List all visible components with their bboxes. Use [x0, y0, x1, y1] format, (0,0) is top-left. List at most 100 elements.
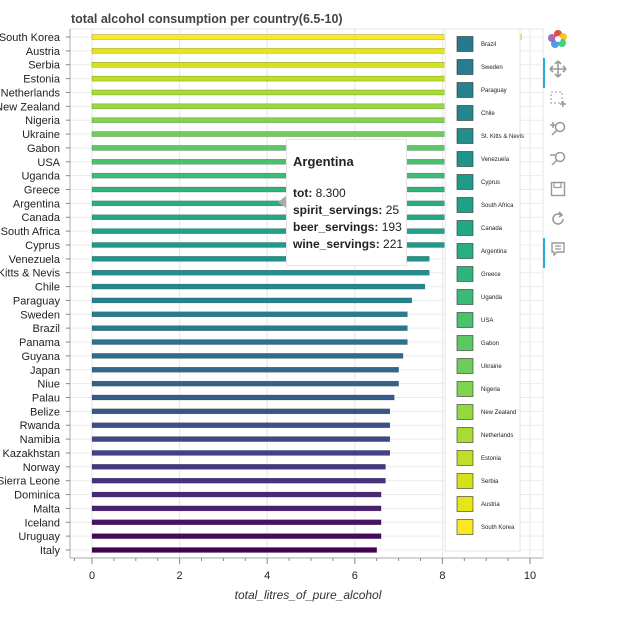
legend-label[interactable]: South Africa	[481, 203, 514, 209]
y-tick-label: Chile	[35, 282, 60, 294]
bar-brazil[interactable]	[91, 325, 408, 331]
legend-label[interactable]: New Zealand	[481, 410, 516, 416]
legend-swatch[interactable]	[456, 82, 474, 98]
legend-swatch[interactable]	[456, 174, 474, 190]
legend-swatch[interactable]	[456, 358, 474, 374]
legend-swatch[interactable]	[456, 312, 474, 328]
legend-label[interactable]: Estonia	[481, 456, 502, 462]
bar-nigeria[interactable]	[91, 117, 491, 123]
legend-label[interactable]: Ukraine	[481, 364, 502, 370]
y-tick-label: South Africa	[1, 226, 61, 238]
legend-label[interactable]: Paraguay	[481, 88, 507, 94]
bar-guyana[interactable]	[91, 353, 404, 359]
box-zoom-icon[interactable]	[543, 86, 573, 112]
legend-swatch[interactable]	[456, 335, 474, 351]
legend-swatch[interactable]	[456, 450, 474, 466]
legend-label[interactable]: Uganda	[481, 295, 503, 301]
bar-kazakhstan[interactable]	[91, 450, 391, 456]
x-axis: 0 2 4 6 8 10	[70, 557, 543, 582]
legend-swatch[interactable]	[456, 404, 474, 420]
legend-box	[444, 28, 521, 552]
bar-niue[interactable]	[91, 380, 399, 387]
bar-iceland[interactable]	[91, 519, 382, 525]
hover-icon[interactable]	[543, 236, 573, 268]
bar-netherlands[interactable]	[91, 89, 504, 96]
legend-label[interactable]: Venezuela	[481, 157, 510, 163]
tooltip-row-tot: tot: 8.300	[293, 185, 400, 202]
legend-swatch[interactable]	[456, 243, 474, 259]
y-tick-label: Dominica	[14, 490, 61, 502]
y-tick-label: Argentina	[13, 198, 61, 210]
y-tick-label: St. Kitts & Nevis	[0, 268, 60, 280]
bar-namibia[interactable]	[91, 436, 391, 442]
y-tick-label: Rwanda	[20, 420, 61, 432]
y-tick-label: Ukraine	[22, 129, 60, 141]
y-tick-label: Estonia	[23, 74, 61, 86]
legend-label[interactable]: South Korea	[481, 525, 515, 531]
y-axis: South Korea Austria Serbia EstoniaNetherlan…	[0, 29, 71, 558]
legend-label[interactable]: Brazil	[481, 42, 496, 48]
legend-swatch[interactable]	[456, 59, 474, 75]
x-tick-label: 6	[352, 570, 358, 582]
bar-japan[interactable]	[91, 367, 399, 373]
bar-paraguay[interactable]	[91, 297, 412, 304]
save-icon[interactable]	[543, 176, 573, 202]
y-tick-label: Paraguay	[13, 295, 61, 307]
bar-dominica[interactable]	[91, 491, 382, 498]
zoom-out-icon[interactable]	[543, 146, 573, 172]
legend-label[interactable]: Chile	[481, 111, 495, 117]
legend-label[interactable]: St. Kitts & Nevis	[481, 134, 524, 140]
bar-chile[interactable]	[91, 283, 426, 290]
legend-swatch[interactable]	[456, 289, 474, 305]
legend-label[interactable]: Canada	[481, 226, 503, 232]
zoom-in-icon[interactable]	[543, 116, 573, 142]
bar-usa[interactable]	[91, 159, 474, 165]
tooltip-arrow	[278, 196, 286, 208]
bar-italy[interactable]	[91, 547, 377, 553]
legend-label[interactable]: Cyprus	[481, 180, 500, 186]
bar-sierra-leone[interactable]	[91, 477, 386, 484]
bar-belize[interactable]	[91, 408, 391, 415]
bar-malta[interactable]	[91, 505, 382, 512]
legend-swatch[interactable]	[456, 151, 474, 167]
bar-panama[interactable]	[91, 339, 408, 345]
legend-label[interactable]: Nigeria	[481, 387, 501, 393]
legend-swatch[interactable]	[456, 473, 474, 489]
legend-swatch[interactable]	[456, 519, 474, 535]
reset-icon[interactable]	[543, 206, 573, 232]
bokeh-logo-icon[interactable]	[543, 26, 573, 52]
legend-label[interactable]: Gabon	[481, 341, 499, 347]
legend-swatch[interactable]	[456, 496, 474, 512]
legend-label[interactable]: Sweden	[481, 65, 503, 71]
legend-swatch[interactable]	[456, 427, 474, 443]
bar-new-zealand[interactable]	[91, 103, 500, 110]
legend-swatch[interactable]	[456, 197, 474, 213]
y-tick-label: USA	[37, 157, 60, 169]
legend-label[interactable]: USA	[481, 318, 493, 324]
bar-st-kitts-nevis[interactable]	[91, 270, 430, 276]
legend-swatch[interactable]	[456, 105, 474, 121]
legend-swatch[interactable]	[456, 36, 474, 52]
tooltip-key: tot:	[293, 186, 313, 200]
bar-palau[interactable]	[91, 394, 395, 401]
bar-sweden[interactable]	[91, 311, 408, 317]
legend-swatch[interactable]	[456, 381, 474, 397]
bar-ukraine[interactable]	[91, 131, 483, 137]
legend-label[interactable]: Greece	[481, 272, 501, 278]
legend-label[interactable]: Netherlands	[481, 433, 513, 439]
legend-label[interactable]: Argentina	[481, 249, 507, 255]
bar-uruguay[interactable]	[91, 533, 382, 539]
y-tick-label: Greece	[24, 185, 60, 197]
bar-south-korea[interactable]	[91, 34, 522, 40]
bar-norway[interactable]	[91, 464, 386, 470]
legend-label[interactable]: Austria	[481, 502, 500, 508]
legend-swatch[interactable]	[456, 220, 474, 236]
legend-label[interactable]: Serbia	[481, 479, 499, 485]
pan-icon[interactable]	[543, 56, 573, 88]
legend-swatch[interactable]	[456, 128, 474, 144]
bar-rwanda[interactable]	[91, 422, 391, 428]
bar-venezuela[interactable]	[91, 256, 430, 262]
y-tick-label: Niue	[37, 379, 60, 391]
tooltip-key: beer_servings:	[293, 220, 379, 234]
legend-swatch[interactable]	[456, 266, 474, 282]
